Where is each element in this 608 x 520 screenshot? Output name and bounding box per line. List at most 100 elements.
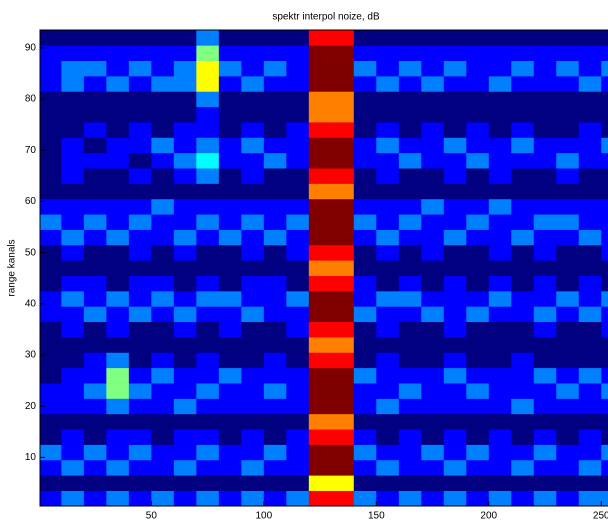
heatmap-cell: [218, 367, 242, 384]
heatmap-cell: [173, 413, 197, 430]
heatmap-cell: [173, 244, 197, 261]
heatmap-cell: [241, 122, 265, 138]
heatmap-cell: [128, 30, 152, 46]
heatmap-cell: [40, 352, 62, 369]
heatmap-cell: [331, 337, 355, 353]
heatmap-cell: [533, 30, 557, 46]
heatmap-cell: [173, 229, 197, 246]
heatmap-cell: [106, 413, 130, 430]
heatmap-cell: [286, 383, 310, 399]
heatmap-cell: [263, 45, 287, 62]
heatmap-cell: [443, 337, 467, 353]
heatmap-cell: [196, 30, 220, 46]
heatmap-cell: [151, 198, 175, 215]
heatmap-cell: [40, 306, 62, 323]
heatmap-cell: [353, 91, 377, 108]
heatmap-cell: [398, 91, 422, 108]
heatmap-cell: [488, 122, 512, 138]
heatmap-cell: [40, 444, 62, 461]
heatmap-cell: [83, 244, 107, 261]
heatmap-cell: [151, 76, 175, 92]
heatmap-cell: [196, 183, 220, 200]
heatmap-cell: [308, 168, 332, 184]
heatmap-cell: [173, 444, 197, 461]
heatmap-cell: [421, 183, 445, 200]
heatmap-cell: [353, 413, 377, 430]
heatmap-cell: [173, 429, 197, 445]
heatmap-cell: [466, 275, 490, 292]
heatmap-cell: [421, 214, 445, 230]
heatmap-cell: [578, 45, 602, 62]
heatmap-cell: [376, 337, 400, 353]
heatmap-cell: [353, 214, 377, 230]
heatmap-cell: [61, 337, 85, 353]
heatmap-cell: [601, 106, 608, 123]
heatmap-cell: [218, 413, 242, 430]
heatmap-cell: [443, 122, 467, 138]
x-tick-label: 50: [146, 511, 158, 520]
heatmap-cell: [83, 291, 107, 307]
heatmap-cell: [578, 321, 602, 338]
heatmap-cell: [196, 413, 220, 430]
heatmap-cell: [376, 137, 400, 154]
heatmap-cell: [466, 413, 490, 430]
heatmap-cell: [376, 260, 400, 276]
heatmap-cell: [196, 76, 220, 92]
heatmap-cell: [601, 45, 608, 62]
heatmap-cell: [556, 475, 580, 491]
heatmap-cell: [83, 183, 107, 200]
heatmap-cell: [466, 321, 490, 338]
heatmap-cell: [40, 337, 62, 353]
heatmap-cell: [353, 321, 377, 338]
heatmap-cell: [331, 198, 355, 215]
heatmap-cell: [83, 306, 107, 323]
heatmap-cell: [511, 214, 535, 230]
heatmap-cell: [398, 306, 422, 323]
heatmap-cell: [556, 183, 580, 200]
heatmap-cell: [173, 475, 197, 491]
heatmap-cell: [488, 275, 512, 292]
heatmap-cell: [308, 122, 332, 138]
heatmap-cell: [601, 214, 608, 230]
heatmap-cell: [466, 214, 490, 230]
heatmap-cell: [286, 475, 310, 491]
heatmap-cell: [151, 60, 175, 77]
heatmap-cell: [61, 367, 85, 384]
heatmap-cell: [578, 398, 602, 415]
heatmap-cell: [106, 45, 130, 62]
heatmap-cell: [196, 260, 220, 276]
heatmap-cell: [106, 106, 130, 123]
heatmap-cell: [353, 45, 377, 62]
heatmap-cell: [466, 367, 490, 384]
heatmap-cell: [128, 275, 152, 292]
heatmap-cell: [263, 122, 287, 138]
heatmap-cell: [308, 137, 332, 154]
heatmap-cell: [173, 152, 197, 169]
heatmap-cell: [173, 383, 197, 399]
heatmap-cell: [331, 229, 355, 246]
heatmap-cell: [578, 60, 602, 77]
heatmap-cell: [218, 429, 242, 445]
heatmap-cell: [533, 198, 557, 215]
heatmap-cell: [308, 383, 332, 399]
heatmap-cell: [218, 337, 242, 353]
heatmap-cell: [511, 198, 535, 215]
heatmap-cell: [196, 291, 220, 307]
heatmap-cell: [488, 352, 512, 369]
heatmap-cell: [533, 352, 557, 369]
heatmap-cell: [263, 168, 287, 184]
heatmap-cell: [263, 106, 287, 123]
y-tick-label: 80: [25, 94, 37, 105]
heatmap-cell: [533, 91, 557, 108]
heatmap-cell: [286, 321, 310, 338]
heatmap-cell: [286, 306, 310, 323]
heatmap-cell: [398, 260, 422, 276]
heatmap-cell: [83, 413, 107, 430]
heatmap-cell: [263, 398, 287, 415]
heatmap-cell: [353, 429, 377, 445]
heatmap: [40, 30, 608, 506]
heatmap-cell: [286, 183, 310, 200]
heatmap-cell: [40, 413, 62, 430]
heatmap-cell: [83, 229, 107, 246]
heatmap-cell: [61, 168, 85, 184]
